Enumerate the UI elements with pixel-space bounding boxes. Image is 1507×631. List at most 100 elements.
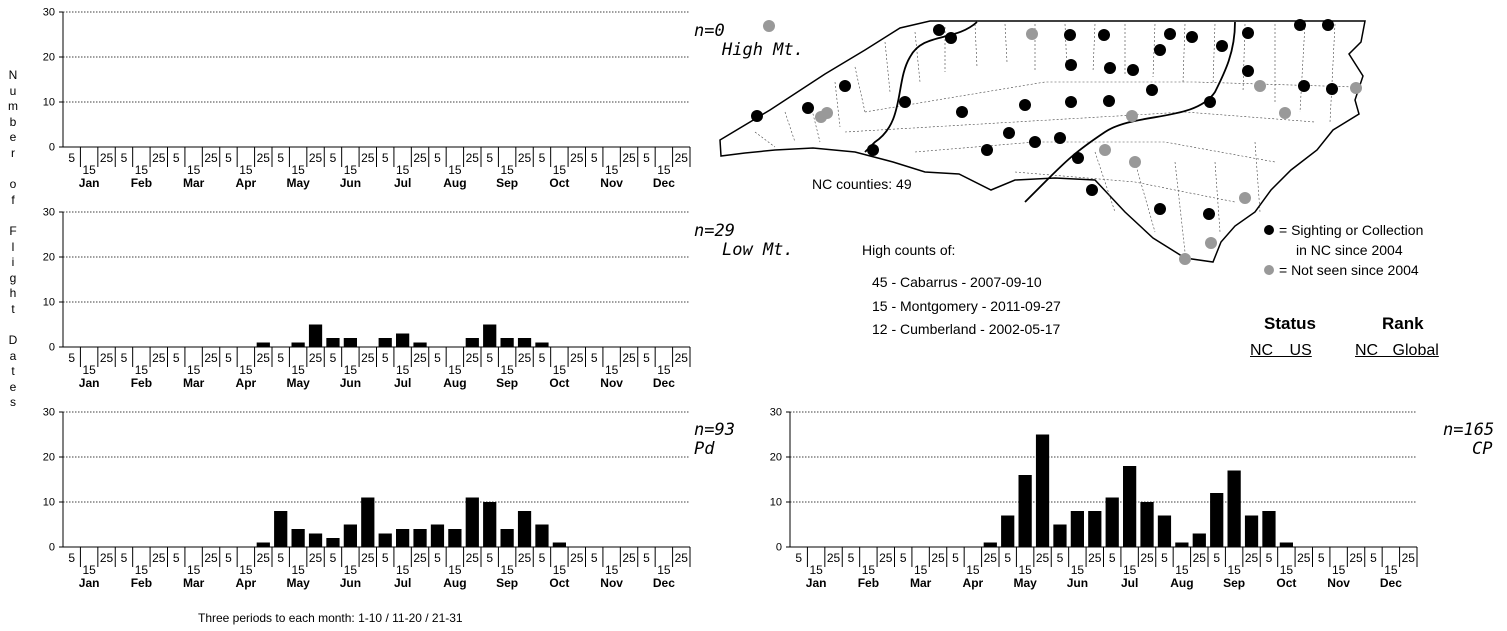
month-label: Jul (1121, 576, 1138, 590)
period-label: 25 (570, 151, 584, 165)
bar (1227, 470, 1241, 547)
month-label: Jan (79, 376, 100, 390)
period-label: 5 (591, 351, 598, 365)
y-tick-label: 20 (770, 452, 782, 464)
period-label: 25 (204, 551, 218, 565)
period-label: 25 (622, 151, 636, 165)
status-columns: NC US (1250, 342, 1312, 359)
period-label: 15 (344, 563, 358, 577)
county-marker-seen (1186, 31, 1198, 43)
period-label: 5 (643, 551, 650, 565)
bar (1105, 497, 1119, 547)
period-label: 15 (396, 563, 410, 577)
period-label: 15 (1018, 563, 1032, 577)
month-label: Aug (443, 576, 466, 590)
y-axis-title-letter: F (9, 223, 17, 238)
period-label: 15 (291, 163, 305, 177)
county-marker-seen (1072, 152, 1084, 164)
legend-seen-label: = Sighting or Collection (1279, 222, 1424, 238)
county-marker-not-seen (1254, 80, 1266, 92)
month-label: Mar (183, 576, 205, 590)
period-label: 5 (225, 151, 232, 165)
period-label: 25 (466, 551, 480, 565)
month-label: Dec (653, 576, 675, 590)
county-marker-seen (1065, 59, 1077, 71)
period-label: 5 (225, 551, 232, 565)
period-label: 25 (675, 151, 689, 165)
period-label: 5 (1057, 551, 1064, 565)
bar (1244, 515, 1259, 547)
period-label: 15 (135, 163, 149, 177)
month-label: Aug (1170, 576, 1193, 590)
y-tick-label: 0 (49, 142, 55, 154)
county-marker-not-seen (1205, 237, 1217, 249)
bar (308, 533, 323, 547)
period-label: 25 (413, 551, 427, 565)
period-label: 5 (277, 551, 284, 565)
month-label: Nov (600, 576, 623, 590)
nc-state-outline (719, 20, 1366, 263)
period-label: 15 (1071, 563, 1085, 577)
period-label: 25 (570, 551, 584, 565)
legend-not-seen-label: = Not seen since 2004 (1279, 262, 1419, 278)
county-marker-seen (1203, 208, 1215, 220)
period-label: 25 (361, 351, 375, 365)
period-label: 25 (361, 551, 375, 565)
period-label: 25 (100, 351, 114, 365)
y-tick-label: 30 (43, 207, 55, 219)
bar (413, 342, 427, 347)
county-marker-seen (1065, 96, 1077, 108)
period-label: 25 (309, 551, 323, 565)
period-label: 5 (330, 551, 337, 565)
period-label: 25 (622, 351, 636, 365)
y-axis-title-letter: t (11, 301, 15, 316)
month-label: Jan (79, 576, 100, 590)
y-axis-title-letter: i (11, 255, 15, 270)
period-label: 15 (1332, 563, 1346, 577)
bar (983, 542, 997, 547)
period-label: 25 (309, 151, 323, 165)
period-label: 25 (827, 551, 841, 565)
y-axis-title-letter: s (10, 395, 16, 410)
period-label: 5 (486, 151, 493, 165)
period-label: 15 (1123, 563, 1137, 577)
region-label-cp: CP (1472, 439, 1493, 459)
month-label: Mar (910, 576, 932, 590)
county-marker-seen (1216, 40, 1228, 52)
period-label: 15 (291, 563, 305, 577)
county-marker-not-seen (1126, 110, 1138, 122)
y-tick-label: 30 (43, 7, 55, 19)
bar (378, 338, 392, 347)
legend-seen-line2: in NC since 2004 (1296, 242, 1403, 258)
period-label: 5 (277, 151, 284, 165)
month-label: Nov (1327, 576, 1350, 590)
county-marker-seen (751, 110, 763, 122)
y-tick-label: 30 (770, 407, 782, 419)
y-tick-label: 0 (776, 542, 782, 554)
period-label: 15 (1227, 563, 1241, 577)
period-label: 15 (187, 563, 201, 577)
county-marker-seen (1054, 132, 1066, 144)
period-label: 15 (396, 163, 410, 177)
period-label: 15 (291, 363, 305, 377)
county-marker-seen (1294, 19, 1306, 31)
period-label: 5 (434, 151, 441, 165)
period-label: 15 (448, 563, 462, 577)
period-label: 5 (68, 151, 75, 165)
period-label: 5 (277, 351, 284, 365)
period-label: 5 (591, 151, 598, 165)
period-label: 5 (1004, 551, 1011, 565)
month-label: Sep (496, 376, 518, 390)
y-tick-label: 10 (43, 297, 55, 309)
high-counts-title: High counts of: (862, 242, 956, 258)
county-marker-seen (1098, 29, 1110, 41)
month-label: Jan (806, 576, 827, 590)
county-marker-seen (945, 32, 957, 44)
period-label: 25 (309, 351, 323, 365)
period-label: 5 (173, 551, 180, 565)
bar (1088, 511, 1102, 547)
y-axis-title-letter: r (11, 145, 15, 160)
county-marker-seen (1326, 83, 1338, 95)
bar (326, 538, 340, 547)
period-label: 25 (100, 551, 114, 565)
